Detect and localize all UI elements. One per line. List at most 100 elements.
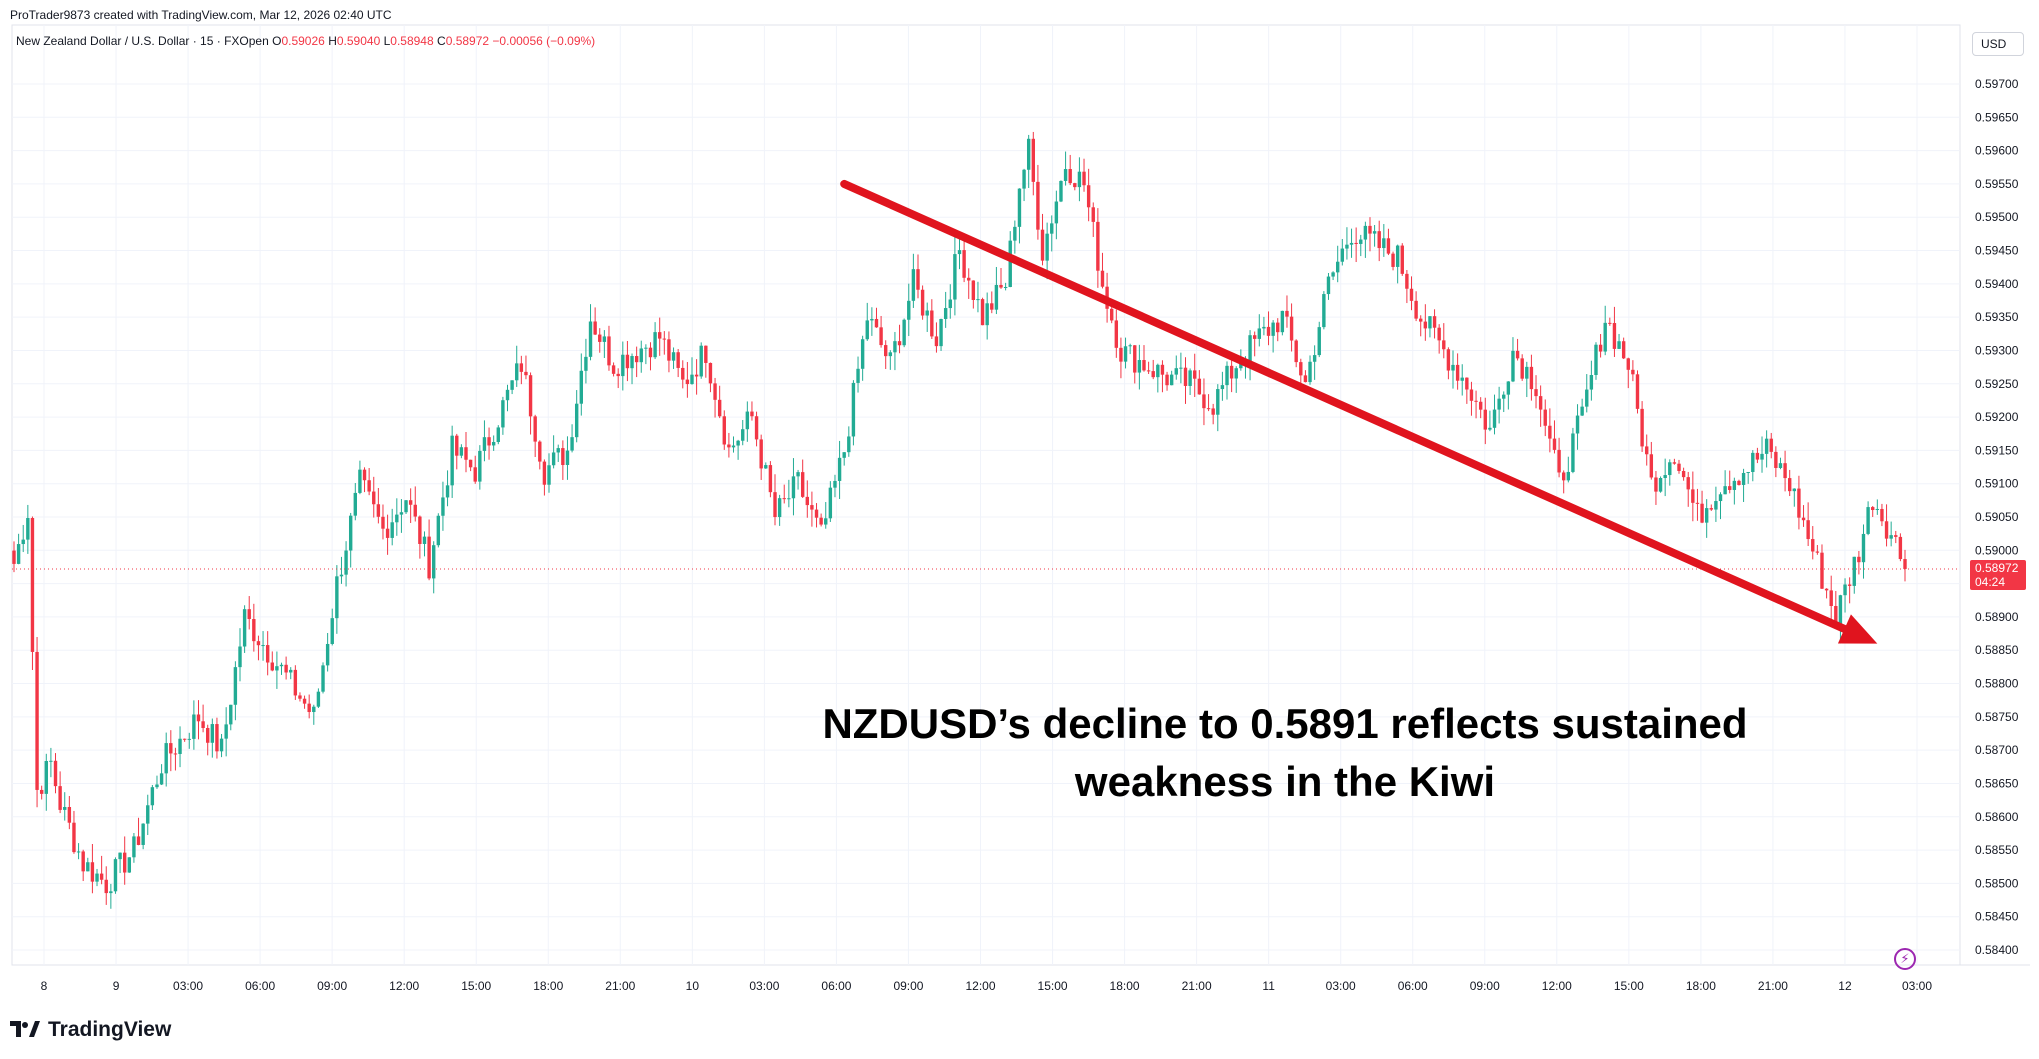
trend-arrow	[840, 179, 1878, 644]
candle	[1280, 310, 1285, 336]
candle-body	[1585, 389, 1589, 407]
time-tick-label: 9	[113, 979, 120, 993]
candle	[455, 433, 459, 470]
candle-body	[1460, 377, 1464, 381]
candle	[1797, 475, 1801, 530]
candle-body	[72, 822, 76, 853]
candle	[1308, 355, 1312, 385]
candle	[381, 504, 385, 540]
candle	[1829, 575, 1833, 623]
candle-body	[957, 250, 962, 255]
candle	[745, 401, 750, 442]
candle	[930, 299, 934, 340]
candle-body	[1174, 368, 1178, 375]
candle-body	[916, 269, 920, 290]
candle	[1626, 357, 1630, 389]
candle-body	[390, 522, 394, 538]
open-value: 0.59026	[281, 34, 325, 48]
candle	[1142, 345, 1146, 372]
candle	[1608, 317, 1612, 326]
candle-body	[1847, 584, 1852, 586]
candle-body	[109, 891, 113, 894]
candle-body	[90, 862, 95, 882]
candle	[358, 460, 362, 495]
candle	[842, 452, 846, 466]
candle-body	[1050, 223, 1054, 234]
candle-body	[1728, 486, 1732, 490]
candle	[1017, 188, 1022, 244]
candle	[1359, 234, 1363, 257]
candle	[1073, 182, 1077, 191]
candle-body	[1488, 427, 1492, 430]
candle-body	[593, 321, 597, 335]
candle	[893, 331, 897, 371]
candle-body	[182, 738, 187, 740]
candle-body	[146, 805, 150, 824]
candle-body	[1538, 396, 1543, 410]
candle	[1146, 361, 1151, 374]
chart-annotation: NZDUSD’s decline to 0.5891 reflects sust…	[822, 700, 1748, 805]
price-tick-label: 0.59700	[1975, 77, 2019, 91]
candle	[1086, 168, 1091, 222]
candle	[1386, 228, 1391, 256]
candle	[1728, 470, 1732, 494]
candle	[1903, 549, 1907, 582]
tradingview-logo[interactable]: TradingView	[10, 1018, 171, 1042]
candle	[1050, 215, 1054, 252]
candle	[1400, 243, 1404, 276]
candle	[224, 707, 228, 757]
candle	[1013, 220, 1017, 254]
candle	[201, 704, 205, 733]
time-axis[interactable]: 8 9 03:00 06:00 09:00 12:00 15:00 18:00 21:00 10 0…	[41, 979, 1933, 993]
candle-body	[814, 509, 819, 518]
candle-body	[1299, 362, 1303, 376]
candle	[920, 285, 925, 320]
candle	[1880, 503, 1884, 527]
countdown-label: 04:24	[1975, 575, 2005, 589]
candle-body	[1391, 253, 1395, 267]
candle-body	[1700, 503, 1704, 523]
candle	[515, 345, 519, 387]
candle-body	[1179, 367, 1183, 369]
candle-body	[1169, 374, 1174, 386]
candle	[1631, 360, 1635, 382]
currency-selector[interactable]: USD	[1972, 32, 2024, 56]
candle-body	[519, 363, 524, 372]
price-axis[interactable]: 0.59700 0.59650 0.59600 0.59550 0.59500 0.594…	[1975, 77, 2019, 957]
candle	[1409, 276, 1414, 311]
candle-body	[717, 399, 722, 417]
candle-body	[344, 550, 348, 575]
candle	[1063, 151, 1068, 186]
candle-body	[570, 437, 574, 451]
symbol-title[interactable]: New Zealand Dollar / U.S. Dollar · 15 · …	[16, 34, 269, 48]
candle	[1382, 224, 1386, 257]
candle-body	[16, 544, 21, 564]
candle	[298, 692, 302, 702]
lightning-icon[interactable]: ⚡	[1894, 948, 1916, 970]
candle	[1769, 432, 1773, 459]
candle	[1294, 339, 1298, 368]
candle	[542, 459, 547, 496]
candle-body	[307, 703, 311, 713]
candle-body	[404, 500, 408, 513]
candle-body	[482, 437, 487, 451]
candle	[478, 445, 482, 490]
candle	[1114, 309, 1119, 358]
candle-body	[1197, 378, 1202, 395]
candle	[1635, 370, 1640, 414]
candle	[169, 730, 173, 772]
tradingview-logo-icon	[10, 1021, 40, 1037]
time-tick-label: 12:00	[389, 979, 419, 993]
candle	[727, 432, 731, 458]
candle-body	[1492, 409, 1497, 428]
low-value: 0.58948	[390, 34, 434, 48]
candle	[1889, 521, 1893, 547]
candle-body	[1506, 381, 1511, 395]
candle	[925, 302, 929, 332]
candle-body	[63, 807, 67, 810]
time-tick-label: 06:00	[245, 979, 275, 993]
candle	[427, 519, 431, 581]
candle-body	[953, 254, 957, 300]
last-price-tag-bg	[1970, 559, 2026, 590]
